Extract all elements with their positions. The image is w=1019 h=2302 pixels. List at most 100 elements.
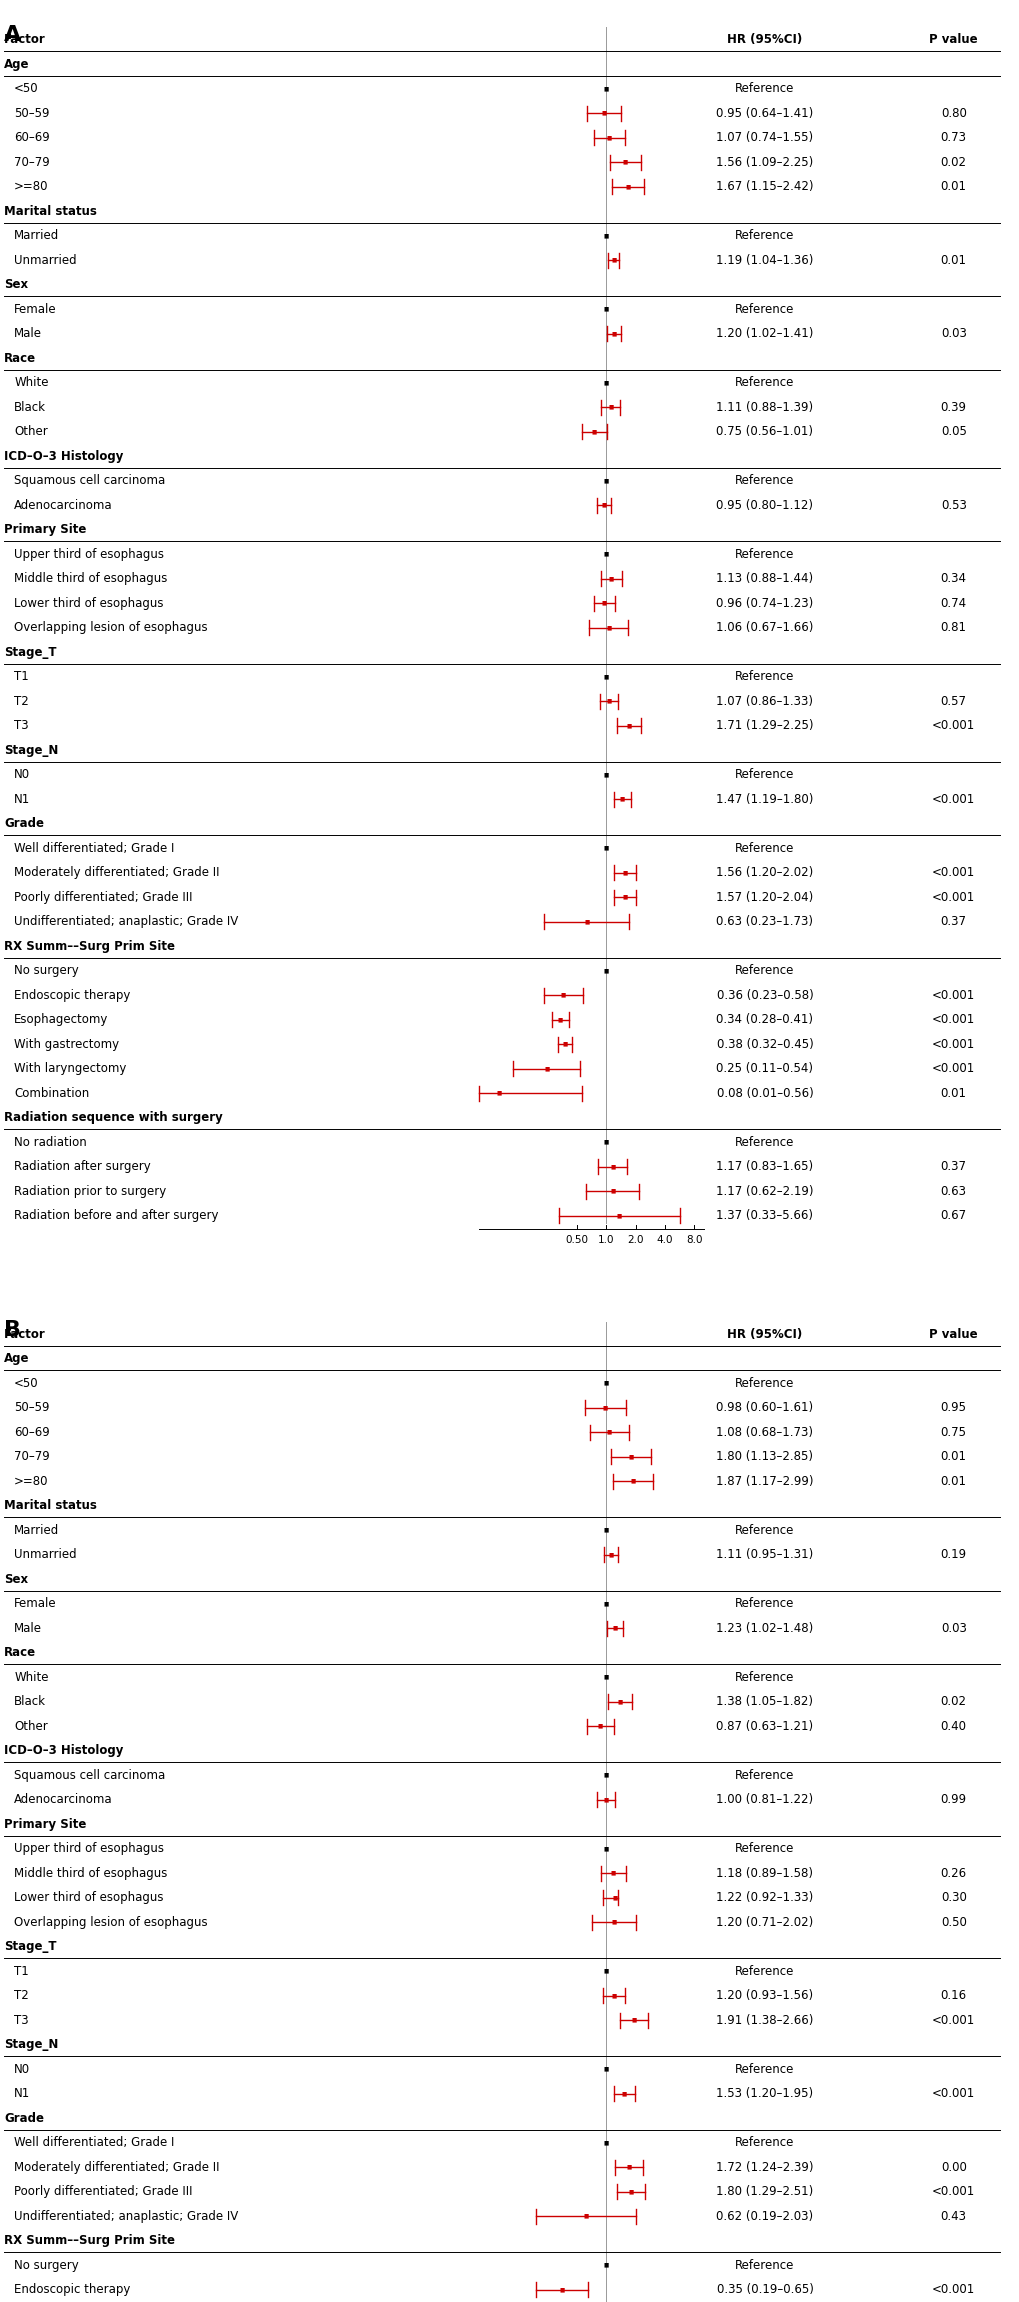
Text: RX Summ––Surg Prim Site: RX Summ––Surg Prim Site — [4, 939, 175, 953]
Text: 1.18 (0.89–1.58): 1.18 (0.89–1.58) — [715, 1867, 813, 1881]
Text: ■: ■ — [603, 845, 608, 852]
Text: Male: Male — [14, 1621, 42, 1634]
Text: ■: ■ — [603, 1139, 608, 1144]
Text: Reference: Reference — [735, 843, 794, 854]
Text: 1.38 (1.05–1.82): 1.38 (1.05–1.82) — [715, 1694, 813, 1708]
Text: ■: ■ — [609, 1165, 614, 1169]
Text: Reference: Reference — [735, 474, 794, 488]
Text: Male: Male — [14, 327, 42, 341]
Text: ■: ■ — [603, 233, 608, 237]
Text: 4.0: 4.0 — [656, 1236, 673, 1245]
Text: ICD–O–3 Histology: ICD–O–3 Histology — [4, 1745, 123, 1756]
Text: <0.001: <0.001 — [931, 2284, 974, 2295]
Text: Stage_T: Stage_T — [4, 645, 56, 658]
Text: Lower third of esophagus: Lower third of esophagus — [14, 596, 163, 610]
Text: Primary Site: Primary Site — [4, 1819, 87, 1830]
Text: ■: ■ — [607, 405, 612, 410]
Text: Grade: Grade — [4, 2111, 44, 2125]
Text: 0.05: 0.05 — [940, 426, 966, 437]
Text: White: White — [14, 375, 49, 389]
Text: 50–59: 50–59 — [14, 1402, 50, 1413]
Text: 1.06 (0.67–1.66): 1.06 (0.67–1.66) — [715, 622, 813, 633]
Text: Reference: Reference — [735, 375, 794, 389]
Text: Undifferentiated; anaplastic; Grade IV: Undifferentiated; anaplastic; Grade IV — [14, 2210, 238, 2224]
Text: 1.13 (0.88–1.44): 1.13 (0.88–1.44) — [715, 573, 813, 585]
Text: 0.16: 0.16 — [940, 1989, 966, 2003]
Text: <0.001: <0.001 — [931, 1013, 974, 1027]
Text: Lower third of esophagus: Lower third of esophagus — [14, 1892, 163, 1904]
Text: ■: ■ — [606, 136, 611, 140]
Text: 50–59: 50–59 — [14, 106, 50, 120]
Text: Marital status: Marital status — [4, 1499, 97, 1512]
Text: 1.53 (1.20–1.95): 1.53 (1.20–1.95) — [715, 2088, 813, 2099]
Text: Upper third of esophagus: Upper third of esophagus — [14, 548, 164, 562]
Text: 1.20 (0.93–1.56): 1.20 (0.93–1.56) — [715, 1989, 813, 2003]
Text: 0.03: 0.03 — [940, 327, 966, 341]
Text: T1: T1 — [14, 670, 29, 684]
Text: Radiation sequence with surgery: Radiation sequence with surgery — [4, 1112, 222, 1123]
Text: ■: ■ — [603, 674, 608, 679]
Text: ■: ■ — [611, 1625, 618, 1630]
Text: ■: ■ — [610, 258, 615, 262]
Text: <0.001: <0.001 — [931, 988, 974, 1001]
Text: 1.0: 1.0 — [597, 1236, 613, 1245]
Text: ■: ■ — [603, 1381, 608, 1386]
Text: Race: Race — [4, 352, 36, 364]
Text: ■: ■ — [603, 85, 608, 92]
Text: 1.19 (1.04–1.36): 1.19 (1.04–1.36) — [715, 253, 813, 267]
Text: Primary Site: Primary Site — [4, 523, 87, 536]
Text: Unmarried: Unmarried — [14, 253, 76, 267]
Text: Reference: Reference — [735, 230, 794, 242]
Text: 0.19: 0.19 — [940, 1549, 966, 1561]
Text: 8.0: 8.0 — [686, 1236, 702, 1245]
Text: 0.37: 0.37 — [940, 1160, 966, 1174]
Text: ■: ■ — [623, 895, 628, 900]
Text: 1.72 (1.24–2.39): 1.72 (1.24–2.39) — [715, 2162, 813, 2173]
Text: 0.02: 0.02 — [940, 1694, 966, 1708]
Text: ■: ■ — [601, 502, 606, 509]
Text: ■: ■ — [603, 380, 608, 384]
Text: 0.80: 0.80 — [940, 106, 966, 120]
Text: 0.02: 0.02 — [940, 157, 966, 168]
Text: ■: ■ — [610, 331, 616, 336]
Text: P value: P value — [928, 1328, 977, 1340]
Text: 0.75 (0.56–1.01): 0.75 (0.56–1.01) — [715, 426, 813, 437]
Text: ■: ■ — [603, 1968, 608, 1973]
Text: Reference: Reference — [735, 1964, 794, 1977]
Text: 0.98 (0.60–1.61): 0.98 (0.60–1.61) — [715, 1402, 813, 1413]
Text: ■: ■ — [544, 1066, 549, 1070]
Text: Adenocarcinoma: Adenocarcinoma — [14, 500, 113, 511]
Text: 0.81: 0.81 — [940, 622, 966, 633]
Text: 1.91 (1.38–2.66): 1.91 (1.38–2.66) — [715, 2014, 813, 2026]
Text: 1.07 (0.86–1.33): 1.07 (0.86–1.33) — [715, 695, 813, 707]
Text: Reference: Reference — [735, 548, 794, 562]
Text: ■: ■ — [606, 700, 611, 704]
Text: Endoscopic therapy: Endoscopic therapy — [14, 2284, 130, 2295]
Text: 70–79: 70–79 — [14, 157, 50, 168]
Text: 0.01: 0.01 — [940, 1450, 966, 1464]
Text: Overlapping lesion of esophagus: Overlapping lesion of esophagus — [14, 1915, 208, 1929]
Text: 0.43: 0.43 — [940, 2210, 966, 2224]
Text: <0.001: <0.001 — [931, 891, 974, 905]
Text: 0.35 (0.19–0.65): 0.35 (0.19–0.65) — [716, 2284, 812, 2295]
Text: A: A — [4, 25, 21, 46]
Text: ■: ■ — [630, 1478, 635, 1485]
Text: 0.62 (0.19–2.03): 0.62 (0.19–2.03) — [715, 2210, 813, 2224]
Text: RX Summ––Surg Prim Site: RX Summ––Surg Prim Site — [4, 2235, 175, 2247]
Text: 0.39: 0.39 — [940, 401, 966, 414]
Text: T3: T3 — [14, 718, 29, 732]
Text: T2: T2 — [14, 1989, 29, 2003]
Text: ■: ■ — [603, 771, 608, 778]
Text: Undifferentiated; anaplastic; Grade IV: Undifferentiated; anaplastic; Grade IV — [14, 916, 238, 928]
Text: 1.37 (0.33–5.66): 1.37 (0.33–5.66) — [715, 1209, 813, 1222]
Text: 1.47 (1.19–1.80): 1.47 (1.19–1.80) — [715, 792, 813, 806]
Text: Well differentiated; Grade I: Well differentiated; Grade I — [14, 843, 174, 854]
Text: 0.03: 0.03 — [940, 1621, 966, 1634]
Text: 1.20 (1.02–1.41): 1.20 (1.02–1.41) — [715, 327, 813, 341]
Text: Adenocarcinoma: Adenocarcinoma — [14, 1793, 113, 1807]
Text: N0: N0 — [14, 2063, 31, 2076]
Text: Reference: Reference — [735, 302, 794, 315]
Text: Radiation before and after surgery: Radiation before and after surgery — [14, 1209, 218, 1222]
Text: Reference: Reference — [735, 1768, 794, 1782]
Text: 70–79: 70–79 — [14, 1450, 50, 1464]
